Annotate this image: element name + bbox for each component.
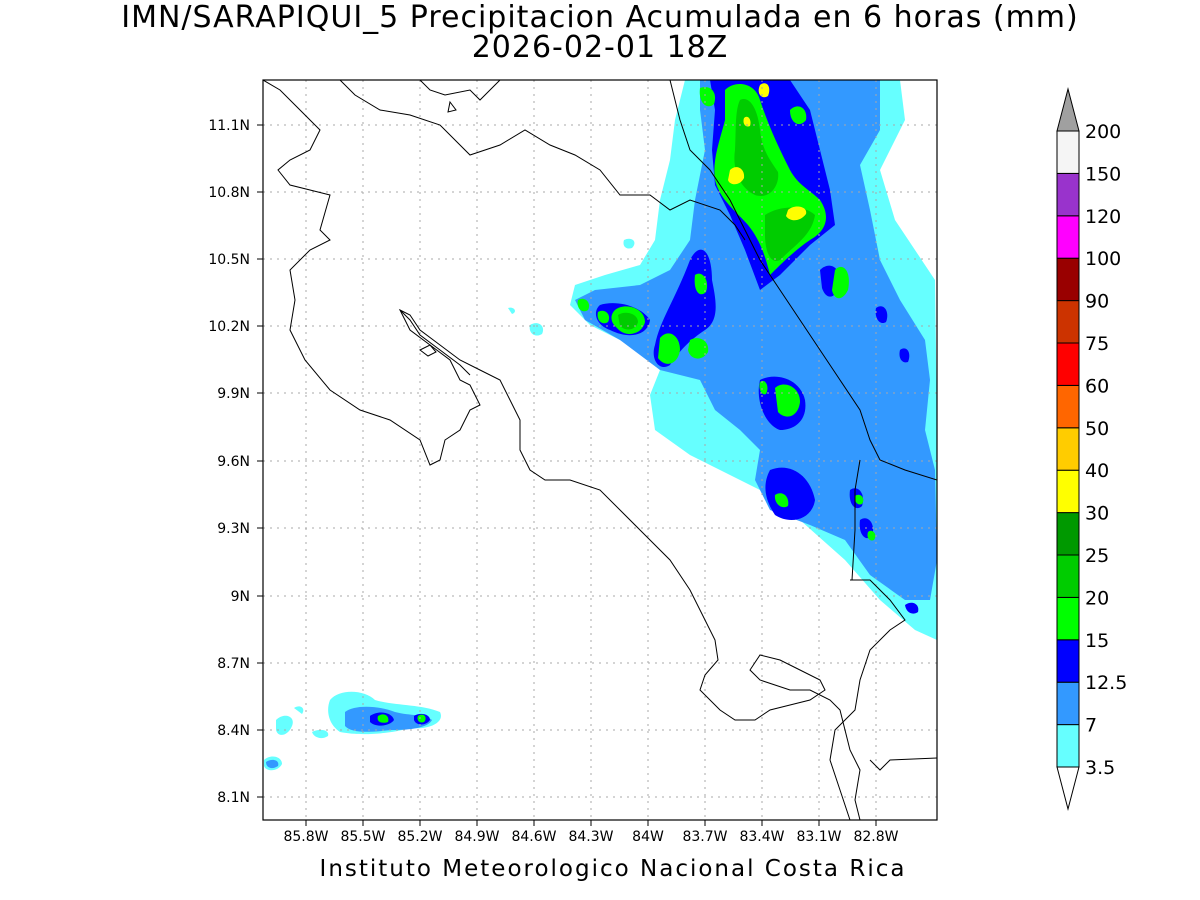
gulf-coast: [399, 309, 471, 376]
lon-tick-label: 85.5W: [340, 829, 385, 845]
colorbar-label: 40: [1085, 460, 1109, 482]
colorbar-box: [1056, 130, 1080, 174]
colorbar-box: [1056, 512, 1080, 556]
colorbar-under-arrow: [1056, 766, 1080, 811]
colorbar-label: 120: [1085, 206, 1121, 228]
caribbean-border: [669, 80, 937, 481]
nicoya-island: [419, 344, 437, 357]
colorbar-label: 150: [1085, 163, 1121, 185]
lon-tick-label: 85.2W: [397, 829, 442, 845]
colorbar-box: [1056, 639, 1080, 683]
colorbar-box: [1056, 681, 1080, 726]
colorbar-label: 15: [1085, 630, 1109, 652]
lon-tick-label: 82.8W: [853, 829, 898, 845]
colorbar-box: [1056, 342, 1080, 386]
lon-tick-label: 84.3W: [568, 829, 613, 845]
lat-tick-label: 8.7N: [217, 656, 250, 672]
lon-tick-label: 85.8W: [283, 829, 328, 845]
lat-tick-label: 10.2N: [208, 319, 250, 335]
lon-tick-label: 84.9W: [454, 829, 499, 845]
colorbar-label: 25: [1085, 545, 1109, 567]
graticule: [263, 80, 937, 820]
precip-band-7: [575, 80, 937, 600]
colorbar-over-arrow: [1056, 87, 1080, 132]
colorbar-label: 20: [1085, 587, 1109, 609]
colorbar: 3.5 7 12.5 15 20 25 30 40 50 60 75 90 100 120 150 200: [1056, 87, 1127, 811]
panama-border: [851, 459, 861, 581]
lat-tick-label: 8.4N: [217, 723, 250, 739]
colorbar-box: [1056, 172, 1080, 217]
colorbar-labels: 3.5 7 12.5 15 20 25 30 40 50 60 75 90 100 120 150 200: [1085, 121, 1127, 779]
precip-band-30: [728, 167, 745, 185]
lat-tick-label: 9.6N: [217, 454, 250, 470]
lat-tick-label: 9N: [231, 589, 250, 605]
lon-tick-label: 84W: [632, 829, 664, 845]
colorbar-box: [1056, 427, 1080, 471]
map-subtitle: 2026-02-01 18Z: [471, 30, 729, 65]
colorbar-label: 3.5: [1085, 757, 1115, 779]
coastlines: [263, 80, 937, 820]
lon-tick-label: 83.4W: [739, 829, 784, 845]
map-title: IMN/SARAPIQUI_5 Precipitacion Acumulada …: [121, 0, 1079, 35]
map-frame: [262, 79, 938, 821]
colorbar-label: 60: [1085, 375, 1109, 397]
colorbar-label: 100: [1085, 248, 1121, 270]
lat-tick-label: 11.1N: [208, 118, 250, 134]
colorbar-box: [1056, 469, 1080, 514]
colorbar-box: [1056, 215, 1080, 259]
lat-tick-label: 10.8N: [208, 185, 250, 201]
lat-tick-label: 10.5N: [208, 252, 250, 268]
institution-footer: Instituto Meteorologico Nacional Costa R…: [319, 856, 907, 882]
lon-tick-label: 84.6W: [511, 829, 556, 845]
lat-tick-label: 9.3N: [217, 521, 250, 537]
lon-tick-label: 83.7W: [682, 829, 727, 845]
colorbar-label: 30: [1085, 503, 1109, 525]
lat-tick-label: 9.9N: [217, 386, 250, 402]
colorbar-label: 90: [1085, 291, 1109, 313]
colorbar-box: [1056, 300, 1080, 344]
colorbar-label: 75: [1085, 333, 1109, 355]
colorbar-box: [1056, 257, 1080, 302]
axis-ticks: [257, 124, 877, 826]
colorbar-label: 7: [1085, 715, 1097, 737]
colorbar-label: 200: [1085, 121, 1121, 143]
colorbar-box: [1056, 554, 1080, 598]
north-coast-1: [263, 80, 861, 820]
colorbar-boxes: [1056, 130, 1080, 768]
colorbar-label: 12.5: [1085, 672, 1127, 694]
colorbar-box: [1056, 596, 1080, 641]
lon-tick-label: 83.1W: [796, 829, 841, 845]
colorbar-box: [1056, 724, 1080, 768]
latitude-labels: 11.1N 10.8N 10.5N 10.2N 9.9N 9.6N 9.3N 9…: [208, 118, 250, 806]
precipitation-field: [264, 80, 937, 771]
longitude-labels: 85.8W 85.5W 85.2W 84.9W 84.6W 84.3W 84W …: [283, 829, 898, 845]
colorbar-label: 50: [1085, 418, 1109, 440]
lat-tick-label: 8.1N: [217, 790, 250, 806]
colorbar-box: [1056, 384, 1080, 429]
nicaragua-border: [339, 80, 746, 241]
